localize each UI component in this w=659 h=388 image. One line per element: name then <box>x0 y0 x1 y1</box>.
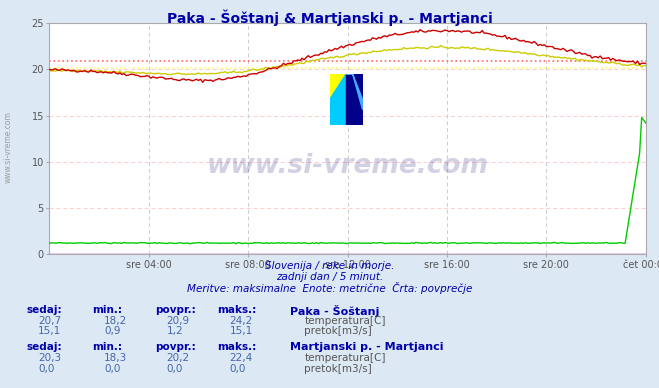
Text: Paka - Šoštanj & Martjanski p. - Martjanci: Paka - Šoštanj & Martjanski p. - Martjan… <box>167 10 492 26</box>
Text: 24,2: 24,2 <box>229 316 252 326</box>
Text: zadnji dan / 5 minut.: zadnji dan / 5 minut. <box>276 272 383 282</box>
Text: maks.:: maks.: <box>217 305 257 315</box>
Text: 18,3: 18,3 <box>104 353 127 363</box>
Bar <box>346 74 362 125</box>
Text: sedaj:: sedaj: <box>26 342 62 352</box>
Text: 0,9: 0,9 <box>104 326 121 336</box>
Polygon shape <box>330 74 346 99</box>
Text: 20,7: 20,7 <box>38 316 61 326</box>
Text: www.si-vreme.com: www.si-vreme.com <box>3 111 13 184</box>
Text: povpr.:: povpr.: <box>155 342 196 352</box>
Text: maks.:: maks.: <box>217 342 257 352</box>
Text: min.:: min.: <box>92 305 123 315</box>
Text: temperatura[C]: temperatura[C] <box>304 353 386 363</box>
Text: Meritve: maksimalne  Enote: metrične  Črta: povprečje: Meritve: maksimalne Enote: metrične Črta… <box>186 282 473 294</box>
Text: sedaj:: sedaj: <box>26 305 62 315</box>
Text: 0,0: 0,0 <box>104 364 121 374</box>
Text: 1,2: 1,2 <box>167 326 183 336</box>
Text: 15,1: 15,1 <box>229 326 252 336</box>
Polygon shape <box>346 74 362 110</box>
Text: 0,0: 0,0 <box>167 364 183 374</box>
Text: Paka - Šoštanj: Paka - Šoštanj <box>290 305 380 317</box>
Text: 20,2: 20,2 <box>167 353 190 363</box>
Text: Slovenija / reke in morje.: Slovenija / reke in morje. <box>265 261 394 271</box>
Text: Martjanski p. - Martjanci: Martjanski p. - Martjanci <box>290 342 444 352</box>
Polygon shape <box>330 74 346 125</box>
Text: pretok[m3/s]: pretok[m3/s] <box>304 364 372 374</box>
Text: 0,0: 0,0 <box>38 364 55 374</box>
Text: 15,1: 15,1 <box>38 326 61 336</box>
Text: 20,9: 20,9 <box>167 316 190 326</box>
Text: 18,2: 18,2 <box>104 316 127 326</box>
Text: pretok[m3/s]: pretok[m3/s] <box>304 326 372 336</box>
Text: 22,4: 22,4 <box>229 353 252 363</box>
Text: 0,0: 0,0 <box>229 364 246 374</box>
Text: min.:: min.: <box>92 342 123 352</box>
Text: temperatura[C]: temperatura[C] <box>304 316 386 326</box>
Text: www.si-vreme.com: www.si-vreme.com <box>207 153 488 179</box>
Text: povpr.:: povpr.: <box>155 305 196 315</box>
Text: 20,3: 20,3 <box>38 353 61 363</box>
